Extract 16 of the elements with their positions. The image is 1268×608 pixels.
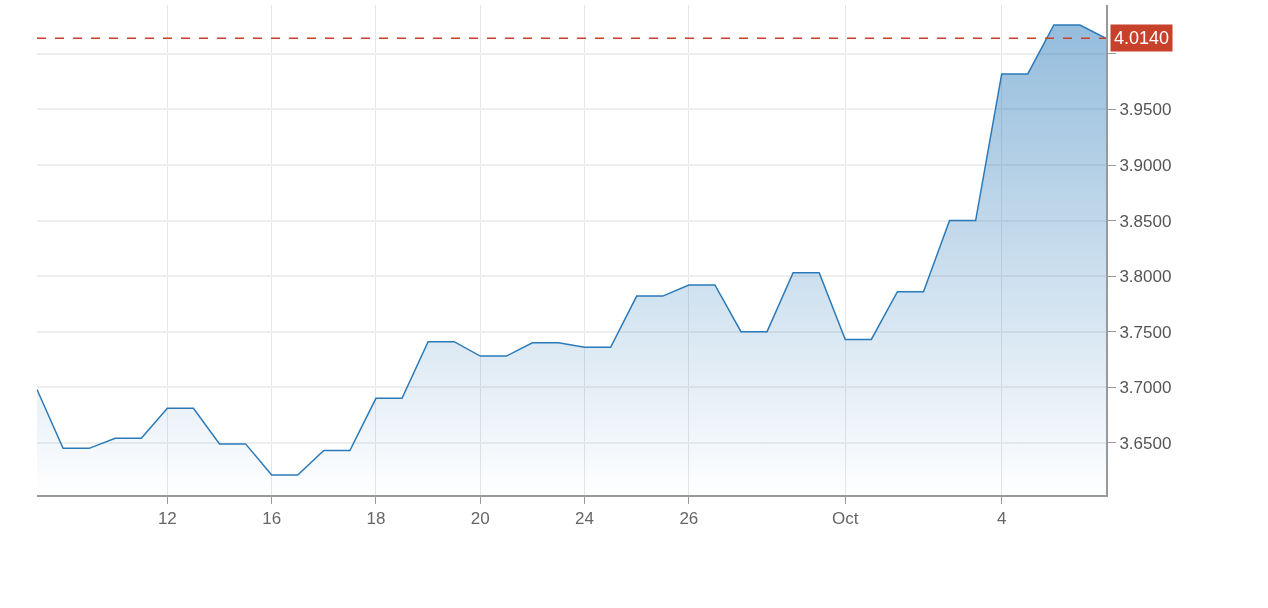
y-tick-label: 3.7000 xyxy=(1119,378,1172,398)
x-tick-label: 16 xyxy=(262,509,282,529)
x-tick-label: 26 xyxy=(679,509,699,529)
ref-line-label: 4.0140 xyxy=(1114,28,1170,48)
y-tick-label: 3.8500 xyxy=(1119,211,1172,231)
x-tick-label: Oct xyxy=(832,509,859,529)
y-tick-label: 3.9000 xyxy=(1119,155,1172,175)
x-tick-label: 4 xyxy=(996,509,1007,529)
x-tick-label: 18 xyxy=(366,509,386,529)
x-tick-label: 20 xyxy=(470,509,490,529)
y-tick-label: 3.9500 xyxy=(1119,100,1172,120)
x-tick-label: 12 xyxy=(157,509,177,529)
y-tick-label: 3.6500 xyxy=(1119,433,1172,453)
x-tick-label: 24 xyxy=(575,509,594,529)
y-tick-label: 3.7500 xyxy=(1119,322,1172,342)
y-tick-label: 3.8000 xyxy=(1119,267,1172,287)
